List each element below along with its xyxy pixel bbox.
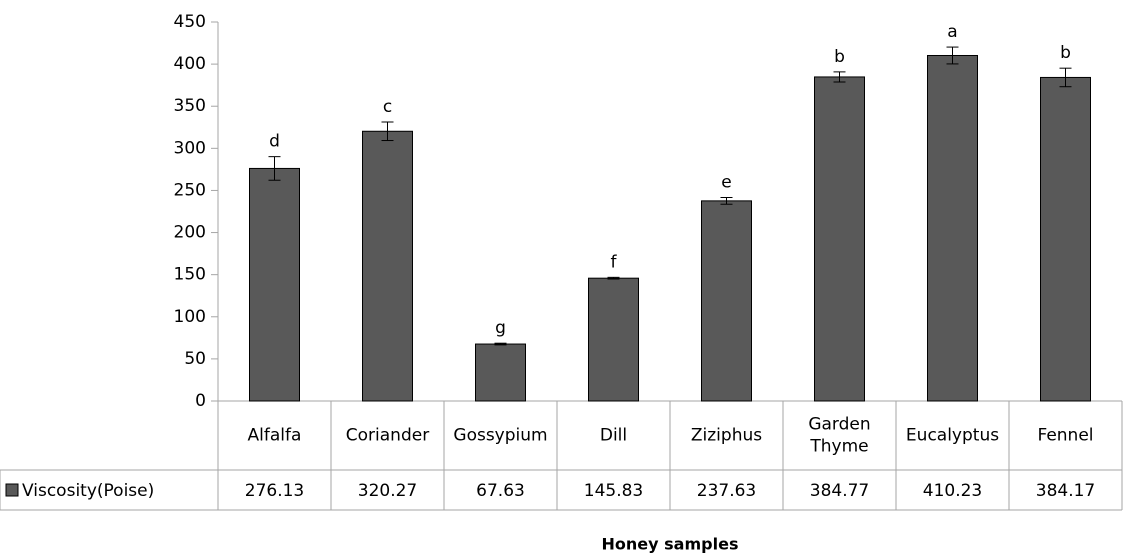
table-value: 384.17	[1036, 481, 1095, 501]
annotation: c	[383, 97, 392, 117]
y-tick-label: 350	[174, 96, 206, 116]
annotation: d	[269, 132, 280, 152]
table-value: 320.27	[358, 481, 417, 501]
bar	[701, 200, 752, 402]
y-tick-label: 400	[174, 54, 206, 74]
bar	[927, 54, 978, 402]
annotation: g	[495, 318, 506, 338]
bar	[588, 277, 639, 402]
bar	[814, 76, 865, 402]
table-value: 276.13	[245, 481, 304, 501]
x-axis-label: Honey samples	[602, 535, 739, 554]
error-bar	[833, 71, 846, 83]
error-bar	[1059, 67, 1072, 88]
x-tick-label: Alfalfa	[248, 426, 302, 446]
legend-swatch	[5, 483, 19, 497]
table-value: 384.77	[810, 481, 869, 501]
x-tick-label: Ziziphus	[691, 426, 762, 446]
y-tick-label: 50	[184, 349, 206, 369]
table-value: 410.23	[923, 481, 982, 501]
x-tick-label: Dill	[600, 426, 627, 446]
error-bar	[268, 156, 281, 181]
x-tick-label: Garden Thyme	[808, 415, 870, 457]
annotation: a	[947, 22, 957, 42]
y-tick-label: 250	[174, 180, 206, 200]
y-tick-label: 100	[174, 307, 206, 327]
x-tick-label: Eucalyptus	[906, 426, 999, 446]
bar	[249, 167, 300, 402]
y-tick-label: 300	[174, 138, 206, 158]
y-tick-label: 200	[174, 223, 206, 243]
bar	[475, 343, 526, 402]
annotation: e	[721, 172, 731, 192]
bar	[1040, 76, 1091, 402]
x-tick-label: Fennel	[1037, 426, 1093, 446]
error-bar	[607, 276, 620, 280]
error-bar	[720, 196, 733, 205]
annotation: b	[834, 47, 845, 67]
error-bar	[494, 342, 507, 346]
error-bar	[946, 46, 959, 65]
annotation: f	[611, 252, 618, 272]
legend-label: Viscosity(Poise)	[22, 481, 154, 501]
bar	[362, 130, 413, 402]
y-tick-label: 150	[174, 265, 206, 285]
annotation: b	[1060, 43, 1071, 63]
table-value: 67.63	[476, 481, 525, 501]
table-value: 237.63	[697, 481, 756, 501]
error-bar	[381, 121, 394, 142]
y-tick-label: 450	[174, 12, 206, 32]
x-tick-label: Coriander	[346, 426, 429, 446]
x-tick-label: Gossypium	[453, 426, 547, 446]
y-tick-label: 0	[195, 391, 206, 411]
table-value: 145.83	[584, 481, 643, 501]
